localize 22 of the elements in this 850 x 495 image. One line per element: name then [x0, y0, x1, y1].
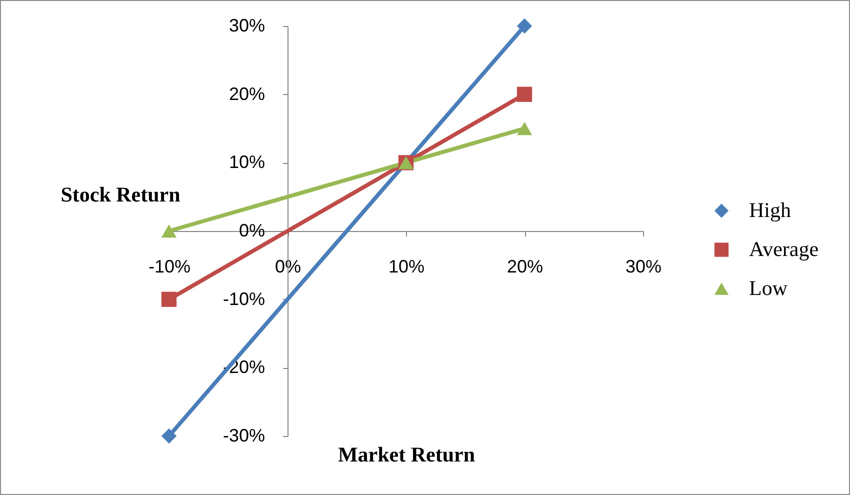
y-tick-label: 20% — [228, 84, 265, 104]
x-tick-label: 10% — [388, 256, 425, 276]
legend-label: Low — [749, 276, 788, 300]
x-tick-label: 20% — [506, 256, 544, 276]
y-tick-label: -10% — [222, 288, 265, 309]
x-axis-title: Market Return — [338, 442, 476, 466]
point — [161, 224, 177, 238]
legend-label: Average — [749, 236, 819, 261]
point — [516, 86, 532, 102]
point — [516, 18, 532, 34]
y-tick-label: 0% — [238, 220, 265, 240]
y-tick-label: -30% — [222, 426, 265, 446]
point — [516, 122, 532, 136]
x-tick-label: 30% — [625, 256, 662, 276]
legend-label: High — [749, 198, 792, 222]
point — [161, 292, 177, 307]
y-tick-label: 30% — [228, 16, 265, 36]
x-tick-label: -10% — [148, 256, 191, 276]
y-tick-label: 10% — [228, 152, 265, 172]
x-tick-label: 0% — [274, 256, 302, 276]
y-axis-title: Stock Return — [60, 182, 181, 206]
point — [161, 428, 177, 444]
